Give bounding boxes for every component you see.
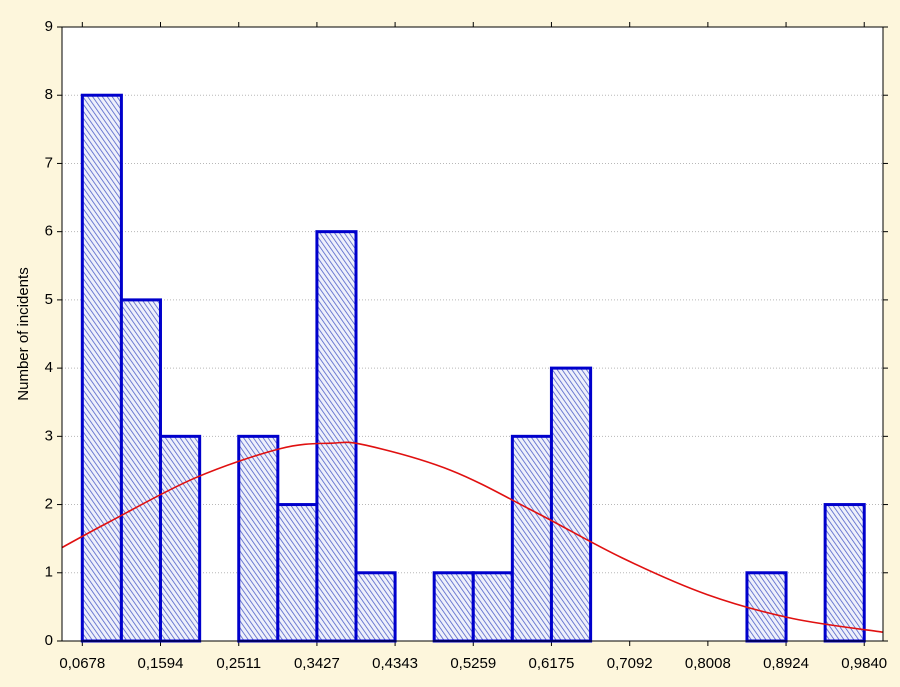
x-tick-label: 0,8924 <box>763 655 809 672</box>
y-tick-label: 0 <box>45 632 53 649</box>
bar <box>823 503 866 643</box>
y-tick-label: 2 <box>45 496 53 513</box>
y-tick-label: 7 <box>45 154 53 171</box>
x-tick-label: 0,6175 <box>528 655 574 672</box>
x-tick-label: 0,1594 <box>138 655 184 672</box>
bar <box>237 434 280 643</box>
y-tick-label: 9 <box>45 18 53 35</box>
bar <box>119 298 162 643</box>
x-tick-label: 0,8008 <box>685 655 731 672</box>
x-tick-label: 0,9840 <box>841 655 887 672</box>
x-tick-label: 0,0678 <box>59 655 105 672</box>
y-tick-label: 5 <box>45 291 53 308</box>
bar <box>549 366 593 643</box>
x-tick-label: 0,2511 <box>216 655 261 672</box>
bar <box>510 434 553 643</box>
bar <box>80 93 123 643</box>
bar <box>315 230 358 643</box>
plot-frame <box>61 26 884 642</box>
bar <box>745 571 788 643</box>
y-axis-label: Number of incidents <box>15 267 32 400</box>
bar <box>432 571 475 643</box>
x-tick-label: 0,3427 <box>294 655 340 672</box>
x-tick-label: 0,5259 <box>450 655 496 672</box>
y-tick-label: 3 <box>45 427 53 444</box>
fit-curve <box>61 441 884 633</box>
y-tick-label: 8 <box>45 86 53 103</box>
bar <box>354 571 397 643</box>
y-tick-label: 1 <box>45 564 53 581</box>
y-tick-label: 6 <box>45 223 53 240</box>
bar <box>158 434 202 643</box>
y-tick-label: 4 <box>45 359 53 376</box>
x-tick-label: 0,4343 <box>372 655 418 672</box>
bar <box>276 503 319 643</box>
bar <box>471 571 514 643</box>
x-tick-label: 0,7092 <box>607 655 653 672</box>
